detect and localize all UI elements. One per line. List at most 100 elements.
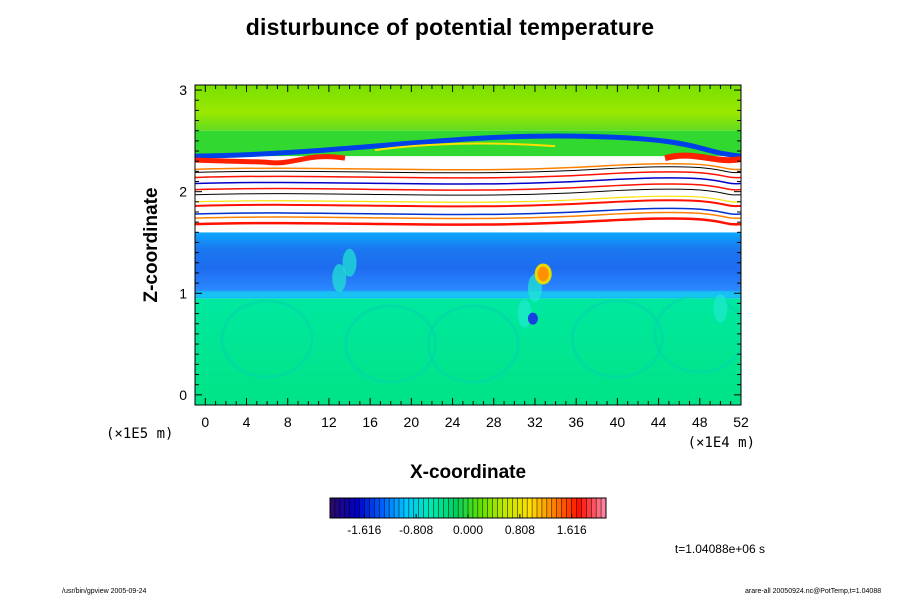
y-unit-label: (×1E5 m) [106,426,173,442]
colorbar-cell [527,498,533,518]
colorbar-cell [581,498,587,518]
colorbar-cell [458,498,464,518]
y-tick-label: 1 [179,285,187,301]
colorbar-cell [492,498,498,518]
colorbar-cell [330,498,336,518]
layer-line-10 [195,162,741,171]
colorbar-cell [379,498,385,518]
colorbar-cell [463,498,469,518]
colorbar-tick-labels: -1.616 -0.808 0.000 0.808 1.616 [347,514,587,537]
x-tick-label: 52 [733,414,749,430]
eddy-3 [570,299,664,379]
x-unit-label: (×1E4 m) [688,435,755,451]
y-tick-label: 3 [179,82,187,98]
colorbar-cell [369,498,375,518]
upper-boundary-blue [195,133,741,159]
colorbar-cell [448,498,454,518]
colorbar-cell [334,498,341,518]
colorbar [329,497,607,519]
layer-line-1 [195,211,741,220]
x-tick-labels: 0 4 8 12 16 20 24 28 32 36 40 44 48 52 [201,414,749,430]
axis-ticks [194,85,742,405]
cold-blob [527,312,538,325]
colorbar-cell [418,498,424,518]
x-tick-label: 12 [321,414,337,430]
colorbar-cell [561,498,567,518]
eddy-0 [220,299,314,379]
upper-boundary-red-left [195,154,346,166]
colorbar-cell [384,498,390,518]
layer-line-6 [195,183,741,191]
x-tick-label: 4 [243,414,251,430]
colorbar-cell [591,498,597,518]
chart-title: disturbunce of potential temperature [245,14,655,40]
colorbar-cell [601,498,607,518]
footer-right: arare-all 20050924.nc@PotTemp,t=1.04088 [745,588,882,595]
time-label: t=1.04088e+06 s [675,542,765,556]
colorbar-cell [477,498,484,518]
x-tick-label: 8 [284,414,292,430]
x-tick-label: 0 [201,414,209,430]
colorbar-cell [546,498,553,518]
colorbar-tick-label: 1.616 [557,523,587,537]
upper-boundary-red-right [664,152,741,164]
band-near-zero [195,298,741,405]
upper-boundary-yellow [374,142,556,152]
colorbar-cell [551,498,558,518]
colorbar-cell [443,498,449,518]
colorbar-cell [472,498,479,518]
layer-line-5 [195,188,741,196]
footer-left: /usr/bin/gpview 2005-09-24 [62,588,147,595]
colorbar-cell [453,498,459,518]
transition-streak [195,291,741,298]
colorbar-cell [423,498,429,518]
colorbar-cell [537,498,543,518]
colorbar-cell [344,498,351,518]
colorbar-cell [512,498,518,518]
x-tick-label: 28 [486,414,502,430]
layer-line-8 [195,171,741,179]
x-tick-label: 32 [527,414,543,430]
layer-line-2 [195,207,741,216]
colorbar-cell [339,498,346,518]
colorbar-cell [408,498,415,518]
hot-blob [534,263,552,285]
x-tick-label: 20 [404,414,420,430]
colorbar-cell [596,498,602,518]
colorbar-cell [487,498,493,518]
x-tick-label: 36 [568,414,584,430]
colorbar-cell [576,498,582,518]
heatmap-field [195,85,741,405]
colorbar-cell [532,498,538,518]
x-tick-label: 40 [610,414,626,430]
eddy-1 [344,304,438,384]
colorbar-cell [507,498,513,518]
eddy-2 [426,304,520,384]
colorbar-tick-label: 0.808 [505,523,535,537]
y-tick-labels: 0 1 2 3 [179,82,187,403]
colorbar-cell [517,498,523,518]
colorbar-cell [541,498,548,518]
colorbar-cell [497,498,503,518]
colorbar-cell [566,498,572,518]
plume-3 [517,299,532,328]
y-axis-title: Z-coordinate [141,187,162,302]
colorbar-cell [522,498,528,518]
colorbar-cell [354,498,360,518]
colorbar-cell [399,498,405,518]
colorbar-cell [394,498,400,518]
colorbar-cell [413,498,420,518]
colorbar-cell [586,498,592,518]
colorbar-cell [364,498,370,518]
x-axis-title: X-coordinate [410,462,526,483]
colorbar-cell [502,498,508,518]
layer-line-0 [195,217,741,226]
colorbar-cell [349,498,355,518]
plume-1 [342,248,357,277]
band-positive [195,85,741,131]
colorbar-cell [571,498,577,518]
plume-0 [332,264,347,293]
colorbar-cell [482,498,489,518]
layer-line-9 [195,166,741,174]
